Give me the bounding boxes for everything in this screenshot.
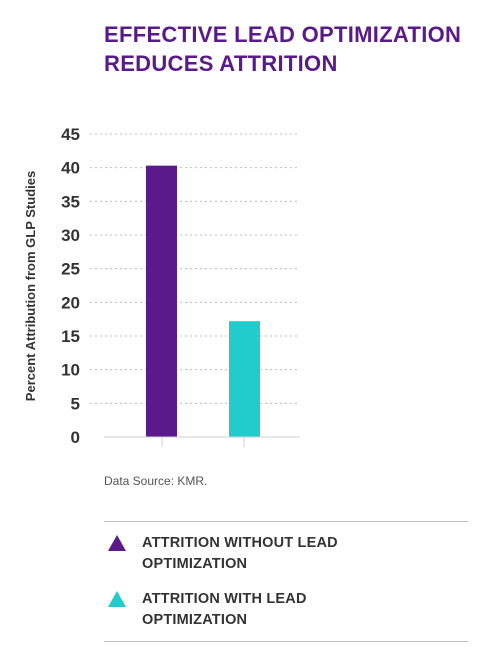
- gridlines: [90, 133, 300, 404]
- legend-label: ATTRITION WITHOUT LEAD OPTIMIZATION: [142, 535, 338, 572]
- y-tick-label: 15: [61, 327, 80, 346]
- triangle-icon: [108, 535, 126, 551]
- y-tick-label: 25: [61, 260, 80, 279]
- bars: [146, 165, 260, 437]
- y-tick-label: 5: [71, 394, 80, 413]
- y-tick-label: 30: [61, 226, 80, 245]
- bar-with-lead-optimization: [229, 321, 260, 437]
- y-tick-label: 35: [61, 192, 80, 211]
- chart: 0 5 10 15 20 25 30 35 40 45 Percent Attribution f…: [23, 125, 300, 447]
- legend-label: ATTRITION WITH LEAD OPTIMIZATION: [142, 591, 307, 628]
- y-tick-label: 40: [61, 159, 80, 178]
- triangle-icon: [108, 591, 126, 607]
- y-tick-label: 45: [61, 125, 80, 144]
- chart-title: EFFECTIVE LEAD OPTIMIZATION REDUCES ATTR…: [104, 22, 462, 76]
- bar-without-lead-optimization: [146, 165, 177, 437]
- y-tick-label: 10: [61, 361, 80, 380]
- y-tick-label: 0: [71, 428, 80, 447]
- legend-divider: [104, 641, 468, 642]
- y-tick-label: 20: [61, 293, 80, 312]
- legend-divider: [104, 521, 468, 522]
- y-axis-ticks: 0 5 10 15 20 25 30 35 40 45: [61, 125, 80, 447]
- data-source: Data Source: KMR.: [104, 474, 208, 488]
- y-axis-label: Percent Attribution from GLP Studies: [23, 171, 38, 401]
